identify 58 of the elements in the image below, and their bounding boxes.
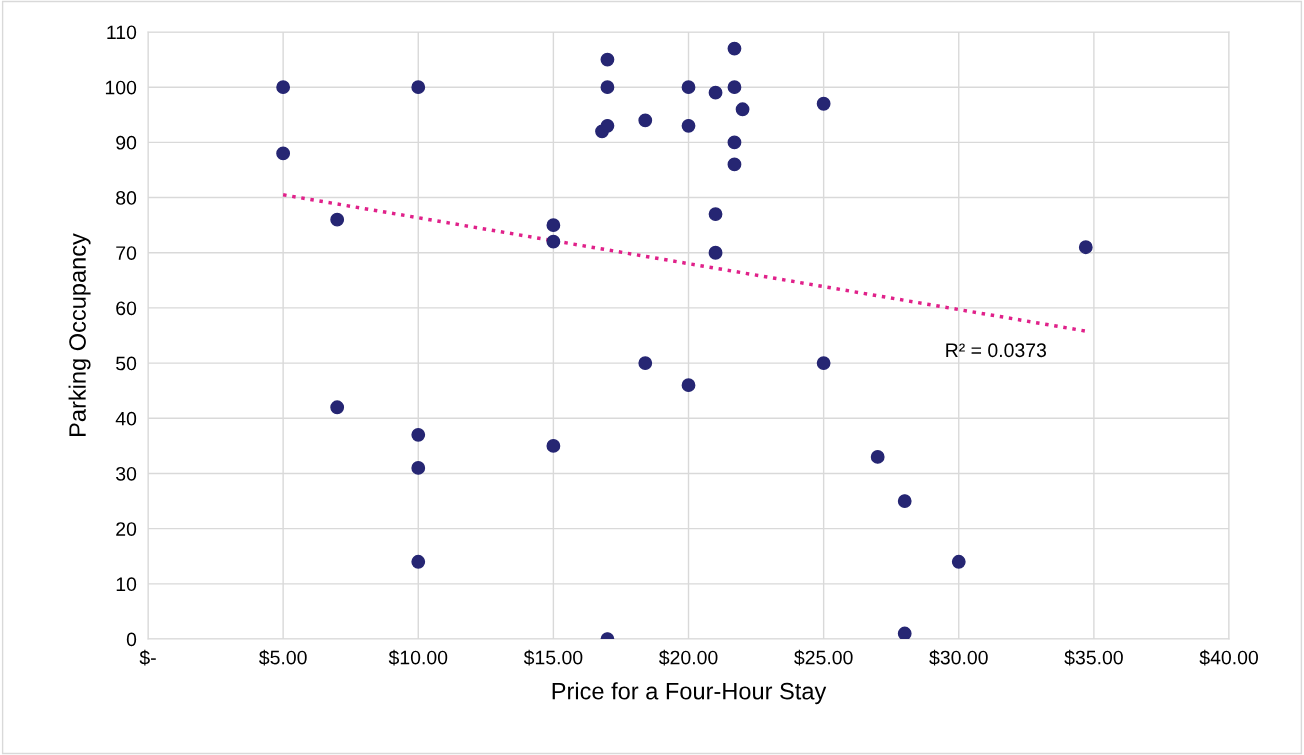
point <box>411 554 426 569</box>
point <box>546 234 561 249</box>
point <box>546 438 561 453</box>
point <box>897 626 912 640</box>
point <box>600 52 615 67</box>
point <box>708 85 723 100</box>
point <box>897 494 912 508</box>
point <box>546 218 561 233</box>
y-tick-label: 0 <box>126 632 137 647</box>
y-tick-label: 100 <box>105 80 137 95</box>
y-tick-label: 30 <box>116 466 137 481</box>
y-tick-label: 110 <box>107 25 137 40</box>
point <box>638 356 653 371</box>
point <box>870 450 885 464</box>
x-tick-label: $10.00 <box>388 649 448 666</box>
point <box>816 356 831 371</box>
y-tick-label: 40 <box>115 411 137 426</box>
point <box>681 378 696 393</box>
y-tick-label: 60 <box>116 301 137 316</box>
x-tick-label: $20.00 <box>658 649 718 666</box>
y-tick-label: 10 <box>116 577 137 592</box>
x-tick-label: $40.00 <box>1199 649 1258 666</box>
point <box>735 102 750 117</box>
y-tick-label: 80 <box>116 191 137 205</box>
point <box>411 80 426 95</box>
x-axis-title: Price for a Four-Hour Stay <box>552 682 827 705</box>
point <box>727 80 742 95</box>
point <box>681 118 696 133</box>
point <box>276 146 291 161</box>
x-tick-label: $- <box>139 649 156 666</box>
point <box>600 80 615 95</box>
point <box>727 135 742 150</box>
point <box>727 157 742 172</box>
point <box>638 113 653 128</box>
x-tick-label: $30.00 <box>929 649 988 666</box>
y-tick-label: 20 <box>116 522 137 536</box>
point <box>708 207 723 222</box>
point <box>951 554 966 569</box>
y-tick-label: 70 <box>116 246 137 260</box>
x-tick-label: $25.00 <box>794 649 853 666</box>
x-tick-label: $5.00 <box>259 649 307 666</box>
y-tick-label: 90 <box>116 135 137 150</box>
point <box>330 400 345 415</box>
annotation: R² = 0.0373 <box>946 343 1047 358</box>
point <box>681 80 696 95</box>
point <box>600 118 615 133</box>
point <box>411 427 426 442</box>
point <box>330 212 345 227</box>
point <box>1078 240 1093 255</box>
x-tick-label: $15.00 <box>523 649 583 666</box>
y-axis-title: Parking Occupancy <box>68 233 91 436</box>
point <box>411 461 426 475</box>
x-tick-label: $35.00 <box>1064 649 1123 666</box>
point <box>816 96 831 111</box>
point <box>708 245 723 260</box>
y-tick-label: 50 <box>116 356 137 371</box>
point <box>727 41 742 56</box>
point <box>276 80 291 95</box>
